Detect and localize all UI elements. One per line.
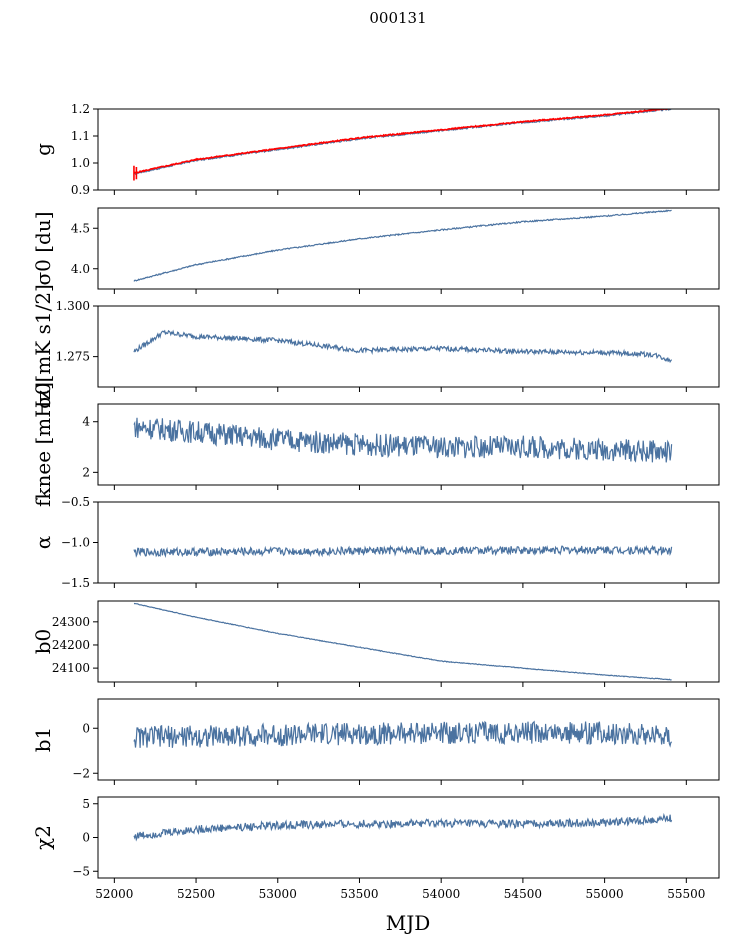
x-tick-label: 55500 [667,887,705,901]
series-line-b0 [133,602,672,681]
series-line-b1 [133,720,673,748]
y-tick-label-sigma0-du: 4.5 [71,221,90,235]
x-tick-label: 52000 [95,887,133,901]
series-line-g [133,109,672,176]
overlay-errorbar [133,165,138,181]
panel-frame-b1 [97,698,720,781]
y-axis-label-sigma0-mk: σ0[mK s1/2] [31,284,55,409]
series-line-alpha [133,544,673,558]
y-axis-label-g: g [31,143,55,156]
y-tick-label-b1: −2 [72,766,90,780]
panel-frame-sigma0-du [97,207,720,290]
panel-frame-g [97,108,720,191]
y-axis-label-alpha: α [31,536,55,550]
y-tick-label-alpha: −1.5 [61,576,90,590]
y-tick-label-fknee: 2 [82,465,90,479]
y-tick-label-sigma0-mk: 1.275 [56,350,90,364]
y-tick-label-g: 1.2 [71,102,90,116]
y-axis-label-b1: b1 [31,727,55,753]
y-tick-label-alpha: −0.5 [61,495,90,509]
y-tick-label-g: 0.9 [71,183,90,197]
y-tick-label-chi2: −5 [72,864,90,878]
series-line-chi2 [133,812,673,842]
y-tick-label-sigma0-mk: 1.300 [56,299,90,313]
y-tick-label-b0: 24300 [52,615,90,629]
x-tick-label: 52500 [177,887,215,901]
panel-frame-sigma0-mk [97,305,720,388]
x-axis-label: MJD [386,911,431,935]
chart-title: 000131 [369,9,426,27]
x-tick-label: 53000 [259,887,297,901]
y-tick-label-chi2: 0 [82,831,90,845]
y-axis-label-fknee: fknee [mHz] [31,382,55,507]
series-line-sigma0-du [133,209,672,282]
y-tick-label-b0: 24100 [52,661,90,675]
x-tick-label: 54000 [422,887,460,901]
y-tick-label-b1: 0 [82,721,90,735]
panel-frame-b0 [97,600,720,683]
panel-frame-fknee [97,403,720,486]
series-line-sigma0-mk [133,329,673,364]
panel-frame-alpha [97,501,720,584]
y-tick-label-g: 1.1 [71,129,90,143]
y-tick-label-g: 1.0 [71,156,90,170]
y-tick-label-chi2: 5 [82,797,90,811]
y-tick-label-sigma0-du: 4.0 [71,262,90,276]
series-line-fknee [133,417,673,463]
y-axis-label-sigma0-du: σ0 [du] [31,211,55,285]
y-tick-label-alpha: −1.0 [61,536,90,550]
x-tick-label: 53500 [340,887,378,901]
y-axis-label-b0: b0 [31,629,55,655]
x-tick-label: 54500 [504,887,542,901]
y-axis-label-chi2: χ2 [31,825,55,850]
y-tick-label-fknee: 4 [82,415,90,429]
overlay-line-g [133,109,672,174]
y-tick-label-b0: 24200 [52,638,90,652]
x-tick-label: 55000 [586,887,624,901]
panel-frame-chi2 [97,796,720,879]
